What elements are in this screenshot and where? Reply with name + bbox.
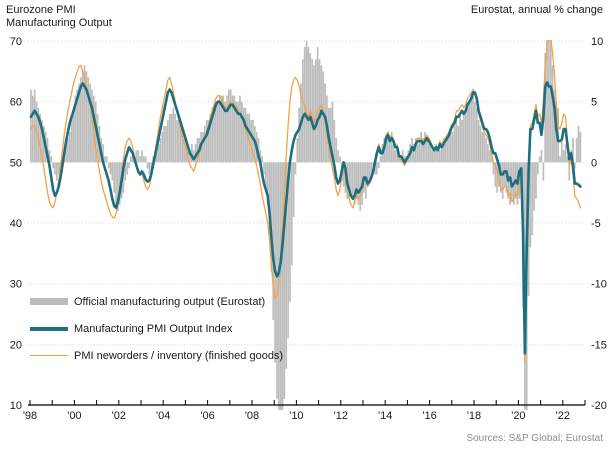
svg-text:0: 0 [591, 157, 597, 169]
svg-text:10: 10 [591, 36, 603, 48]
svg-text:'20: '20 [511, 410, 525, 422]
svg-text:'06: '06 [200, 410, 214, 422]
chart-title-right: Eurostat, annual % change [470, 4, 603, 16]
svg-text:10: 10 [10, 400, 22, 412]
chart-legend: Official manufacturing output (Eurostat)… [30, 288, 283, 369]
legend-label: Official manufacturing output (Eurostat) [74, 295, 266, 308]
svg-text:'12: '12 [334, 410, 348, 422]
svg-text:-5: -5 [591, 218, 601, 230]
svg-text:'98: '98 [23, 410, 37, 422]
svg-text:'00: '00 [67, 410, 81, 422]
svg-text:'16: '16 [422, 410, 436, 422]
svg-text:50: 50 [10, 157, 22, 169]
sources-note: Sources: S&P Global; Eurostat [466, 433, 603, 444]
gray-bar-swatch-icon [30, 298, 68, 305]
svg-text:'08: '08 [245, 410, 259, 422]
svg-text:5: 5 [591, 97, 597, 109]
svg-text:-10: -10 [591, 279, 607, 291]
legend-label: Manufacturing PMI Output Index [74, 322, 233, 335]
svg-text:'22: '22 [556, 410, 570, 422]
legend-item-orders-inventory: PMI neworders / inventory (finished good… [30, 342, 283, 369]
legend-label: PMI neworders / inventory (finished good… [74, 349, 284, 362]
legend-item-pmi-output: Manufacturing PMI Output Index [30, 315, 283, 342]
svg-text:30: 30 [10, 279, 22, 291]
svg-text:'02: '02 [112, 410, 126, 422]
svg-text:'14: '14 [378, 410, 392, 422]
svg-text:70: 70 [10, 36, 22, 48]
svg-text:-20: -20 [591, 400, 607, 412]
svg-text:20: 20 [10, 339, 22, 351]
legend-item-official-output: Official manufacturing output (Eurostat) [30, 288, 283, 315]
svg-text:'04: '04 [156, 410, 170, 422]
chart-title-left: Eurozone PMI Manufacturing Output [6, 4, 112, 29]
svg-text:'10: '10 [289, 410, 303, 422]
svg-text:40: 40 [10, 218, 22, 230]
svg-text:-15: -15 [591, 339, 607, 351]
orange-line-swatch-icon [30, 355, 68, 356]
svg-text:'18: '18 [467, 410, 481, 422]
svg-text:60: 60 [10, 97, 22, 109]
teal-line-swatch-icon [30, 326, 68, 331]
